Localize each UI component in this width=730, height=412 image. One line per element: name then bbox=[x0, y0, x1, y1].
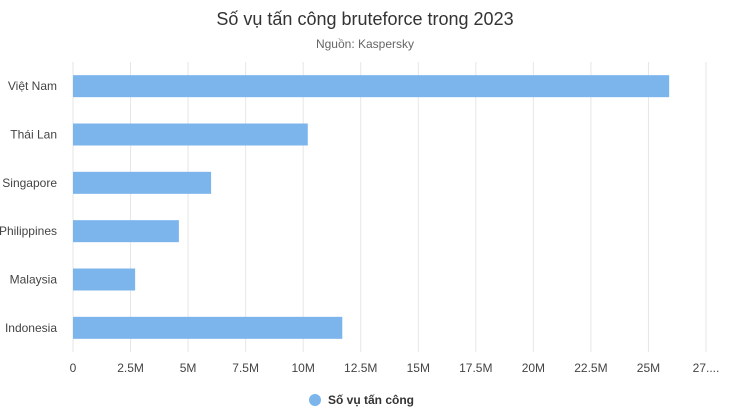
x-tick-label: 10M bbox=[292, 361, 315, 375]
category-label: Philippines bbox=[0, 224, 57, 238]
grid-lines bbox=[72, 62, 707, 352]
x-tick-label: 7.5M bbox=[232, 361, 259, 375]
x-tick-label: 17.5M bbox=[459, 361, 492, 375]
category-label: Thái Lan bbox=[10, 128, 57, 142]
x-tick-label: 5M bbox=[180, 361, 197, 375]
x-tick-label: 20M bbox=[522, 361, 545, 375]
x-tick-label: 27.... bbox=[693, 361, 720, 375]
x-tick-labels: 0 2.5M 5M 7.5M 10M 12.5M 15M 17.5M 20M 22.5M 25M 27… bbox=[70, 361, 720, 375]
legend[interactable]: Số vụ tấn công bbox=[309, 393, 414, 407]
chart-subtitle: Nguồn: Kaspersky bbox=[316, 37, 414, 51]
x-tick-label: 15M bbox=[407, 361, 430, 375]
legend-item-label[interactable]: Số vụ tấn công bbox=[328, 393, 414, 407]
x-tick-label: 25M bbox=[637, 361, 660, 375]
category-labels: Việt Nam Thái Lan Singapore Philippines Mala… bbox=[0, 79, 57, 335]
chart-title: Số vụ tấn công bruteforce trong 2023 bbox=[216, 9, 513, 29]
bar[interactable] bbox=[73, 220, 179, 243]
category-label: Việt Nam bbox=[8, 79, 57, 93]
bar[interactable] bbox=[73, 75, 670, 98]
x-tick-label: 12.5M bbox=[344, 361, 377, 375]
bar[interactable] bbox=[73, 268, 136, 291]
legend-marker-icon bbox=[309, 394, 321, 406]
category-label: Indonesia bbox=[5, 321, 57, 335]
x-tick-label: 22.5M bbox=[574, 361, 607, 375]
x-tick-label: 2.5M bbox=[117, 361, 144, 375]
bar[interactable] bbox=[73, 171, 212, 194]
category-label: Malaysia bbox=[10, 273, 58, 287]
x-tick-label: 0 bbox=[70, 361, 77, 375]
bar[interactable] bbox=[73, 316, 343, 339]
bar[interactable] bbox=[73, 123, 308, 146]
bars bbox=[73, 75, 670, 339]
category-label: Singapore bbox=[2, 176, 57, 190]
